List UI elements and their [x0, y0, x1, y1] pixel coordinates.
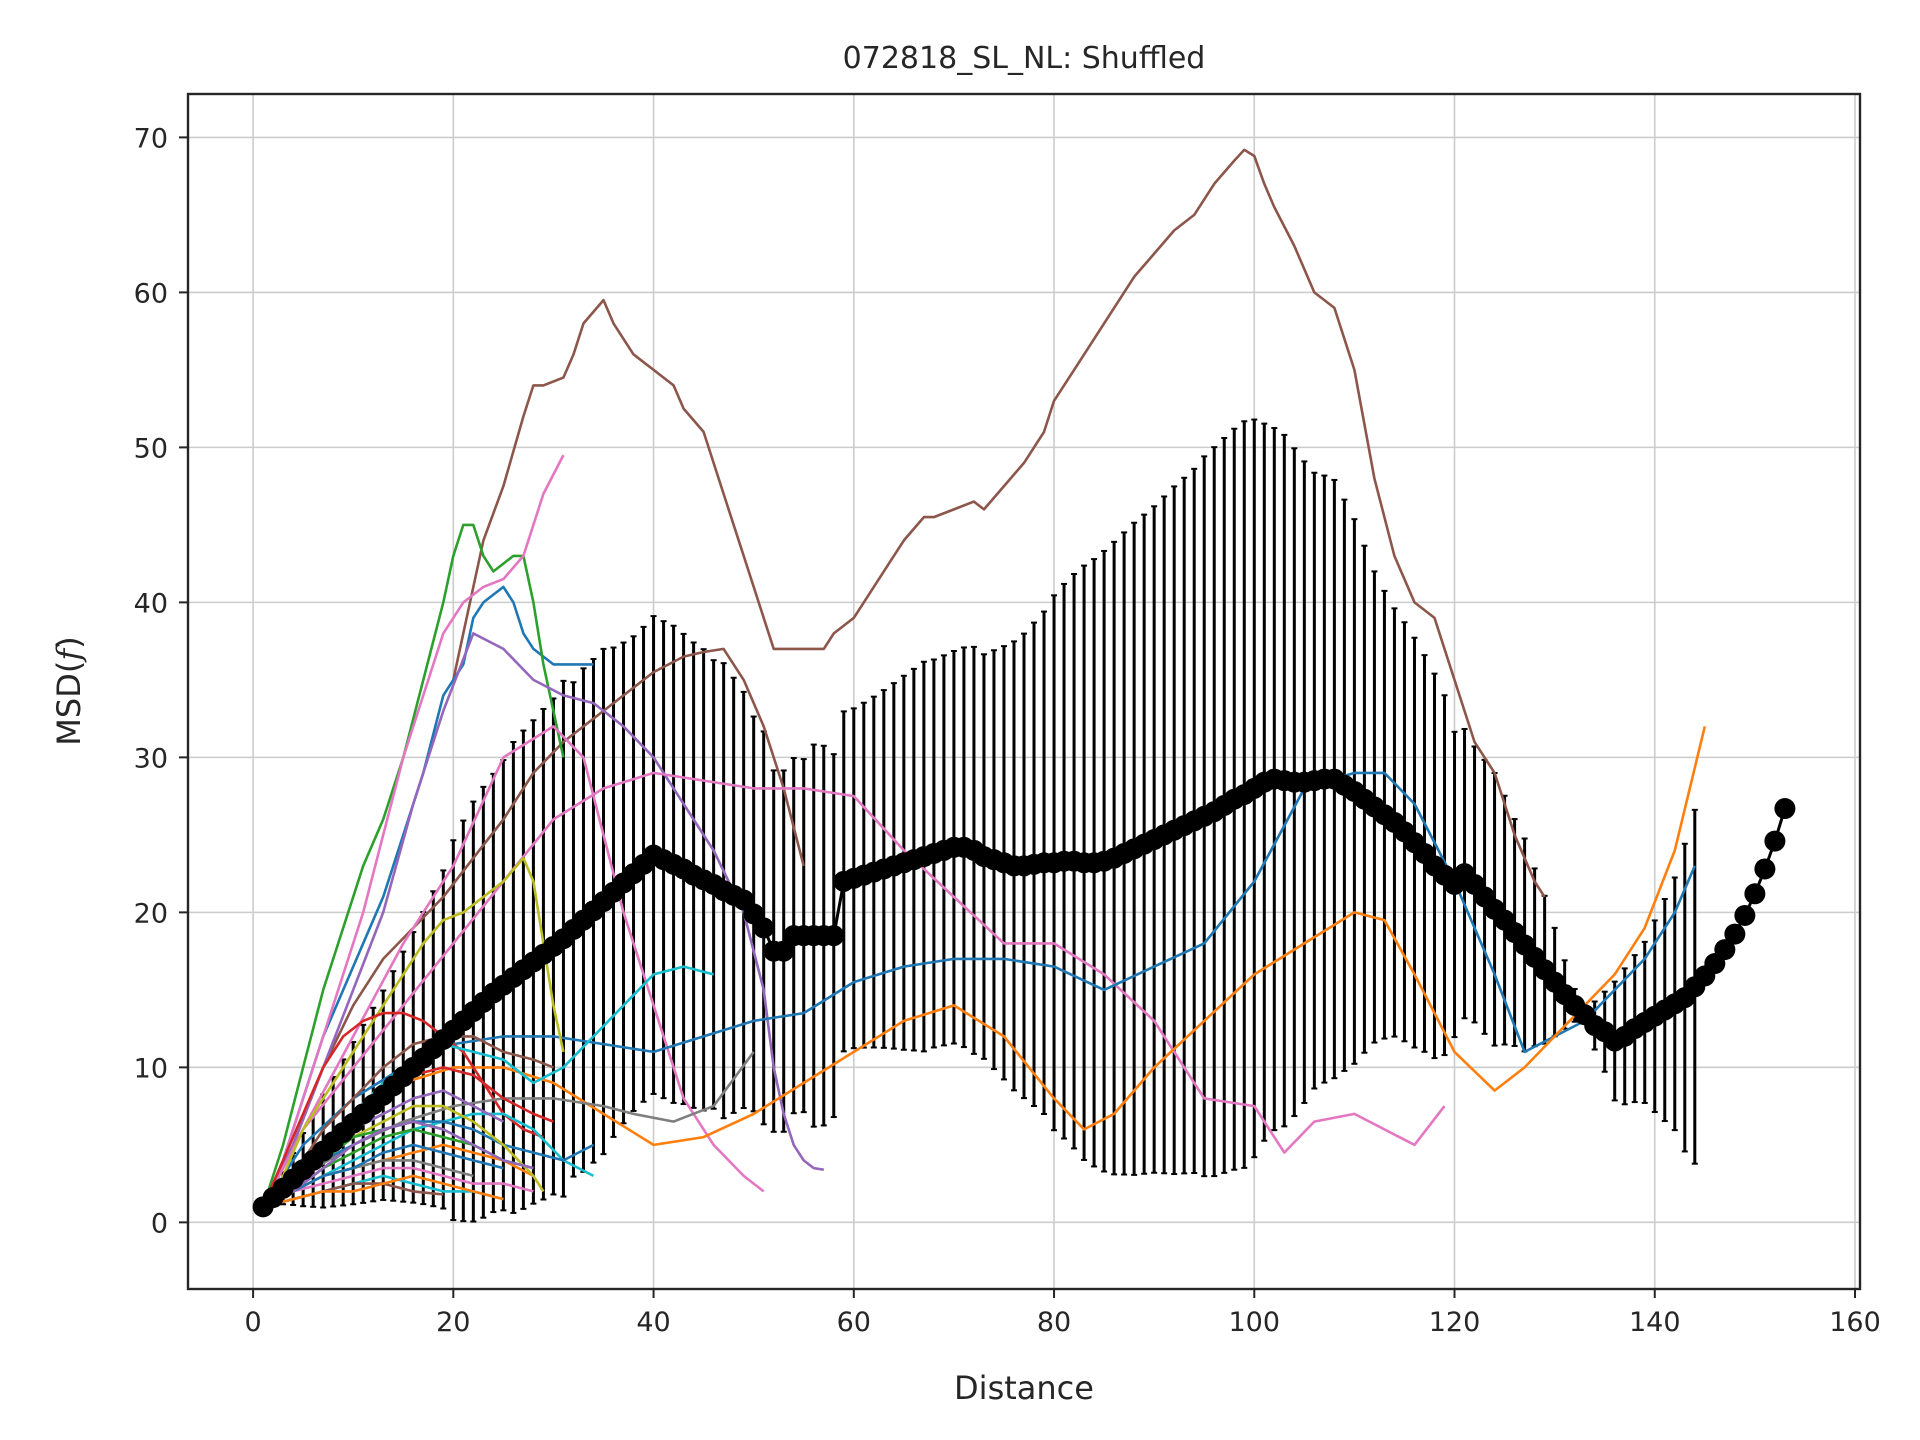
- y-tick-label: 40: [134, 588, 168, 619]
- trajectory-line: [262, 1143, 504, 1209]
- trajectory-line: [452, 148, 1546, 898]
- trajectory-line: [261, 632, 825, 1208]
- x-tick-label: 140: [1629, 1307, 1681, 1338]
- y-tick-label: 30: [134, 743, 168, 774]
- y-tick-label: 60: [134, 278, 168, 309]
- trajectory-line: [262, 771, 1696, 1208]
- mean-point: [753, 917, 775, 939]
- y-tick-label: 0: [151, 1208, 168, 1239]
- trajectory-line: [261, 585, 594, 1208]
- trajectory-line: [262, 1120, 534, 1209]
- y-axis-label-suffix: ): [50, 636, 88, 648]
- y-tick-label: 10: [134, 1053, 168, 1084]
- trajectory-line: [262, 856, 565, 1208]
- trajectory-line: [261, 454, 565, 1208]
- chart-title: 072818_SL_NL: Shuffled: [843, 41, 1206, 76]
- plot-frame: [186, 92, 1862, 1291]
- trajectory-line: [261, 647, 805, 1208]
- y-axis-label: MSD(f): [50, 636, 88, 745]
- mean-point: [1764, 830, 1786, 852]
- x-tick-label: 100: [1229, 1307, 1281, 1338]
- trajectory-line: [261, 725, 765, 1208]
- mean-msd-series: [252, 768, 1796, 1218]
- x-axis-label: Distance: [954, 1369, 1094, 1407]
- trajectory-line: [262, 1174, 504, 1209]
- y-tick-label: 70: [134, 123, 168, 154]
- trajectory-line: [261, 523, 565, 1208]
- mean-point: [773, 940, 795, 962]
- trajectory-line: [262, 726, 1707, 1208]
- mean-point: [1744, 883, 1766, 905]
- x-tick-label: 60: [837, 1307, 871, 1338]
- mean-point: [1774, 798, 1796, 820]
- axis-ticks: 0 20 40 60 80 100 120 140 160 0 10 20 30 40 50 60 70: [134, 123, 1881, 1338]
- trajectory-line: [261, 771, 1446, 1208]
- x-tick-label: 160: [1829, 1307, 1881, 1338]
- trajectory-line: [262, 1035, 554, 1208]
- y-axis-label-prefix: MSD(: [50, 661, 88, 746]
- trajectory-line: [262, 1166, 534, 1209]
- x-tick-label: 0: [244, 1307, 261, 1338]
- y-tick-label: 20: [134, 898, 168, 929]
- mean-point: [1754, 858, 1776, 880]
- mean-point: [823, 925, 845, 947]
- y-tick-label: 50: [134, 433, 168, 464]
- x-tick-label: 20: [436, 1307, 470, 1338]
- mean-point: [1734, 904, 1756, 926]
- x-tick-label: 40: [636, 1307, 670, 1338]
- x-tick-label: 120: [1429, 1307, 1481, 1338]
- mean-point: [1714, 939, 1736, 961]
- x-tick-label: 80: [1037, 1307, 1071, 1338]
- trajectory-line: [261, 1011, 544, 1208]
- mean-point: [1724, 923, 1746, 945]
